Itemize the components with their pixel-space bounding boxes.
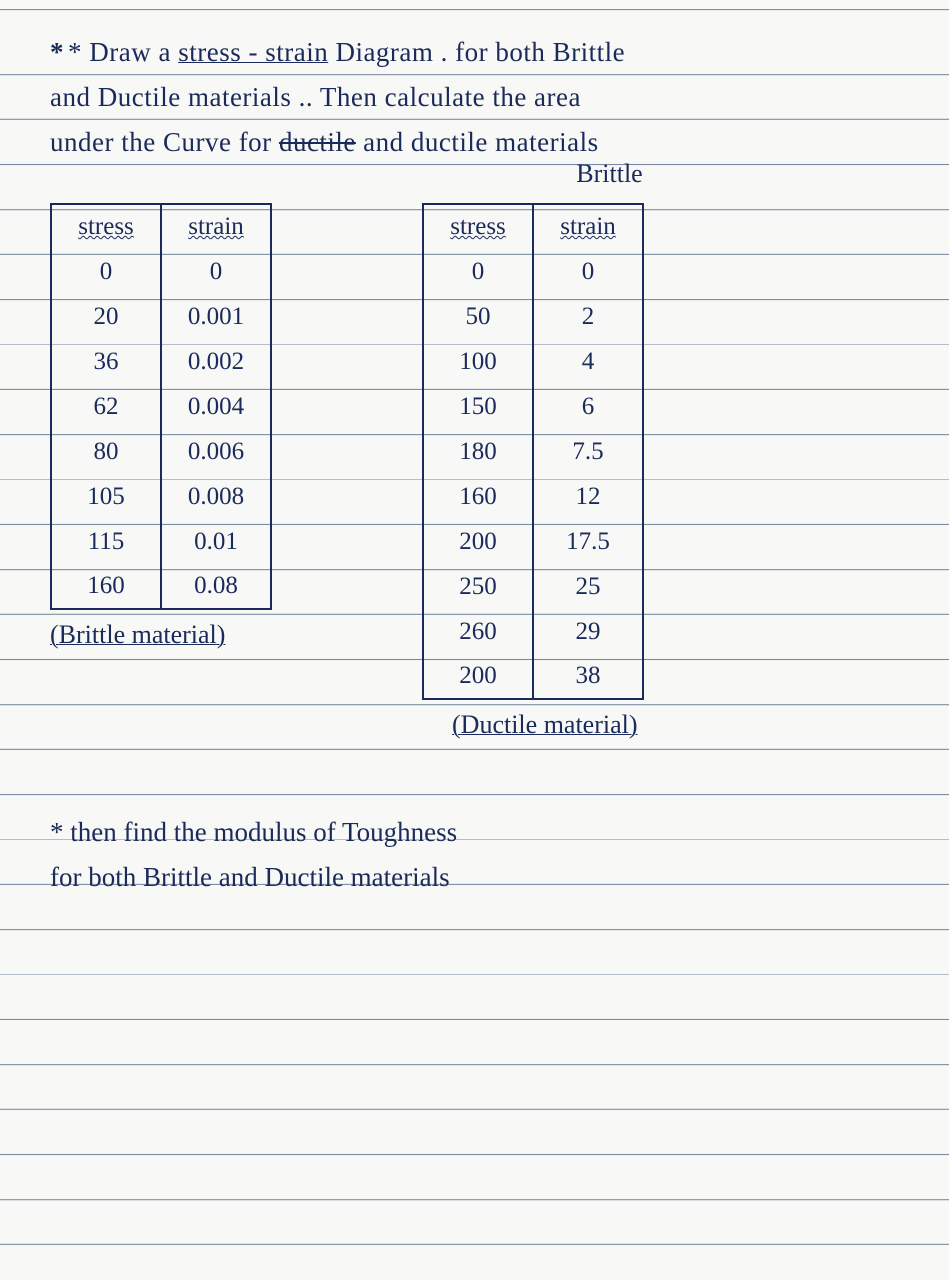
cell-stress: 50 <box>423 294 533 339</box>
brittle-header-stress: stress <box>51 204 161 249</box>
cell-strain: 2 <box>533 294 643 339</box>
table-header-row: stress strain <box>423 204 643 249</box>
cell-stress: 62 <box>51 384 161 429</box>
table-row: 00 <box>51 249 271 294</box>
prompt-line-2: and Ductile materials .. Then calculate … <box>50 75 909 120</box>
cell-strain: 0.008 <box>161 474 271 519</box>
ductile-caption: Ductile material <box>452 710 644 740</box>
footer-prompt: * then find the modulus of Toughness for… <box>50 810 909 900</box>
ductile-column: stress strain 00 502 1004 1506 1807.5 16… <box>422 203 644 740</box>
table-row: 16012 <box>423 474 643 519</box>
table-header-row: stress strain <box>51 204 271 249</box>
brittle-table: stress strain 00 200.001 360.002 620.004… <box>50 203 272 610</box>
table-row: 1600.08 <box>51 564 271 609</box>
cell-strain: 0 <box>161 249 271 294</box>
cell-stress: 200 <box>423 519 533 564</box>
prompt3-pre: under the Curve for <box>50 127 279 157</box>
cell-stress: 20 <box>51 294 161 339</box>
cell-stress: 250 <box>423 564 533 609</box>
cell-stress: 80 <box>51 429 161 474</box>
prompt3-post: and ductile materials <box>356 127 599 157</box>
table-row: 25025 <box>423 564 643 609</box>
table-row: 1150.01 <box>51 519 271 564</box>
cell-strain: 0.004 <box>161 384 271 429</box>
table-row: 502 <box>423 294 643 339</box>
table-row: 1807.5 <box>423 429 643 474</box>
cell-stress: 260 <box>423 609 533 654</box>
cell-stress: 200 <box>423 654 533 699</box>
cell-strain: 0.01 <box>161 519 271 564</box>
cell-strain: 0.002 <box>161 339 271 384</box>
table-row: 26029 <box>423 609 643 654</box>
table-row: 20038 <box>423 654 643 699</box>
ductile-header-stress: stress <box>423 204 533 249</box>
cell-strain: 17.5 <box>533 519 643 564</box>
cell-strain: 25 <box>533 564 643 609</box>
cell-stress: 180 <box>423 429 533 474</box>
table-row: 1506 <box>423 384 643 429</box>
table-row: 620.004 <box>51 384 271 429</box>
footer-line-2: for both Brittle and Ductile materials <box>50 855 909 900</box>
cell-stress: 160 <box>423 474 533 519</box>
table-row: 20017.5 <box>423 519 643 564</box>
cell-strain: 7.5 <box>533 429 643 474</box>
prompt1-mid: stress - strain <box>178 37 328 67</box>
prompt1-pre: * Draw a <box>68 37 178 67</box>
cell-strain: 0.006 <box>161 429 271 474</box>
cell-stress: 0 <box>51 249 161 294</box>
asterisk-icon: * <box>50 37 64 67</box>
prompt3-strike: ductile <box>279 127 356 157</box>
prompt1-post: Diagram . for both Brittle <box>328 37 625 67</box>
footer-line-1: * then find the modulus of Toughness <box>50 810 909 855</box>
table-row: 800.006 <box>51 429 271 474</box>
ductile-table: stress strain 00 502 1004 1506 1807.5 16… <box>422 203 644 700</box>
cell-strain: 38 <box>533 654 643 699</box>
brittle-caption: Brittle material <box>50 620 272 650</box>
prompt-line-1: ** Draw a stress - strain Diagram . for … <box>50 30 909 75</box>
cell-strain: 0.08 <box>161 564 271 609</box>
cell-stress: 0 <box>423 249 533 294</box>
cell-strain: 6 <box>533 384 643 429</box>
table-row: 200.001 <box>51 294 271 339</box>
cell-stress: 150 <box>423 384 533 429</box>
page-content: ** Draw a stress - strain Diagram . for … <box>0 0 949 920</box>
cell-strain: 12 <box>533 474 643 519</box>
cell-stress: 115 <box>51 519 161 564</box>
table-row: 1004 <box>423 339 643 384</box>
table-row: 360.002 <box>51 339 271 384</box>
cell-stress: 100 <box>423 339 533 384</box>
cell-stress: 160 <box>51 564 161 609</box>
cell-strain: 0.001 <box>161 294 271 339</box>
tables-row: stress strain 00 200.001 360.002 620.004… <box>50 203 909 740</box>
table-row: 00 <box>423 249 643 294</box>
cell-strain: 0 <box>533 249 643 294</box>
brittle-header-strain: strain <box>161 204 271 249</box>
cell-strain: 29 <box>533 609 643 654</box>
cell-stress: 36 <box>51 339 161 384</box>
ductile-header-strain: strain <box>533 204 643 249</box>
table-row: 1050.008 <box>51 474 271 519</box>
cell-strain: 4 <box>533 339 643 384</box>
cell-stress: 105 <box>51 474 161 519</box>
brittle-column: stress strain 00 200.001 360.002 620.004… <box>50 203 272 650</box>
